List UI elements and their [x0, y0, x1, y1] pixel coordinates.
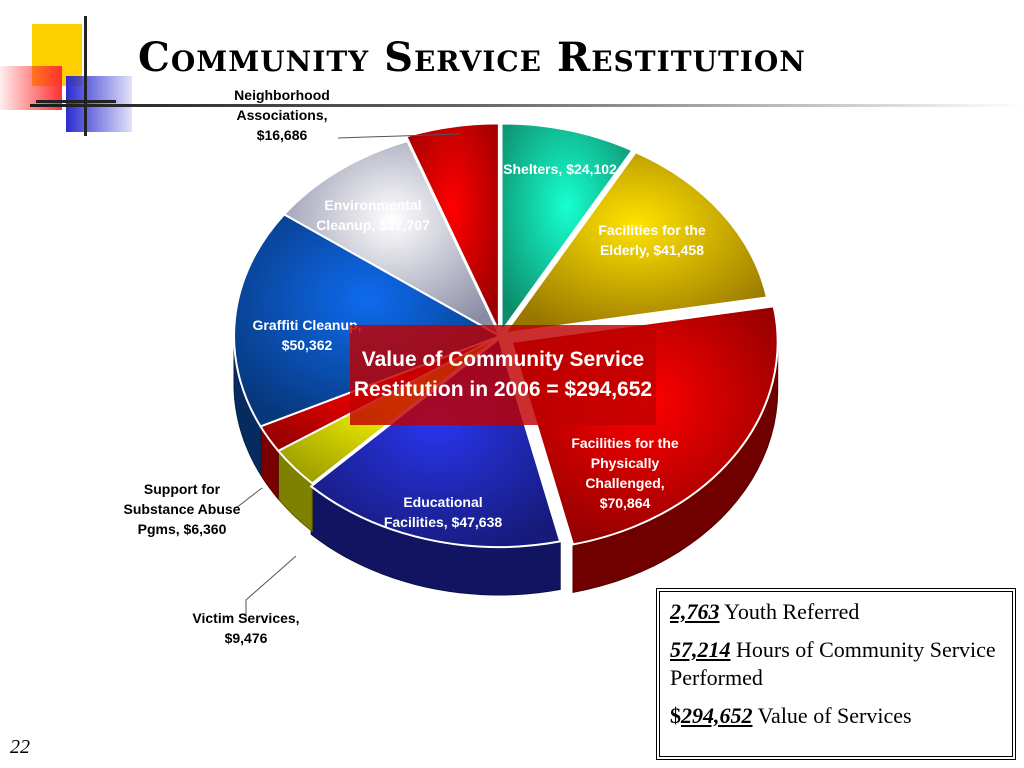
slice-label-1: Shelters, $24,102	[503, 161, 617, 177]
slice-label-9: Neighborhood Associations, $16,686	[234, 87, 330, 143]
leader-line-6	[235, 487, 263, 509]
deco-vertical-line	[84, 16, 87, 136]
slice-label-3: Facilities for the Physically Challenged, $…	[571, 435, 679, 511]
slice-label-4: Educational Facilities, $47,638	[384, 494, 503, 530]
slice-label-8: Environmental Cleanup, $27,707	[316, 197, 430, 233]
pie-slice-8	[282, 139, 503, 339]
slice-label-2: Facilities for the Elderly, $41,458	[598, 222, 706, 258]
pie-side-walls	[233, 336, 779, 596]
pie-slice-9	[404, 122, 500, 332]
stat-line: 57,214 Hours of Community Service Perfor…	[670, 636, 1002, 692]
leader-line-9	[337, 133, 461, 139]
slide-title: Community Service Restitution	[138, 34, 806, 81]
pie-slice-7	[233, 213, 503, 428]
stat-number: 2,763	[670, 599, 720, 624]
stats-box: 2,763 Youth Referred 57,214 Hours of Comm…	[656, 588, 1016, 760]
stat-prefix: $	[670, 703, 681, 728]
stat-text: Youth Referred	[719, 599, 860, 624]
chart-total-label: Value of Community Service Restitution i…	[350, 325, 656, 425]
slice-label-6: Support for Substance Abuse Pgms, $6,360	[124, 481, 241, 537]
pie-slice-2	[502, 150, 769, 335]
deco-horizontal-line	[36, 100, 116, 103]
leader-line-5	[245, 555, 297, 620]
slice-label-5: Victim Services, $9,476	[192, 610, 299, 646]
stat-number: 57,214	[670, 637, 731, 662]
title-rule	[30, 104, 1024, 107]
slice-labels: Shelters, $24,102 Facilities for the Elder…	[124, 87, 706, 646]
stat-text: Hours of Community Service Performed	[670, 637, 996, 690]
slice-label-7: Graffiti Cleanup, $50,362	[253, 317, 362, 353]
page-number: 22	[10, 736, 30, 758]
pie-slice-1	[500, 122, 634, 335]
stat-number: 294,652	[681, 703, 753, 728]
stat-line: 2,763 Youth Referred	[670, 598, 1002, 626]
stat-text: Value of Services	[752, 703, 912, 728]
stat-line: $294,652 Value of Services	[670, 702, 1002, 730]
